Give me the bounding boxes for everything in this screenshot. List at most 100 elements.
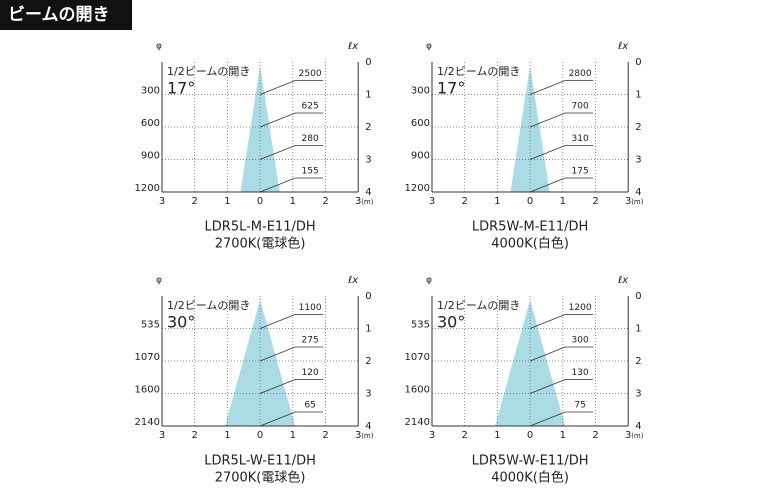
x-label: 2: [592, 196, 598, 207]
distance-label: 4: [635, 421, 641, 432]
model: LDR5W-W-E11/DH: [472, 454, 589, 469]
x-label: 3: [355, 196, 361, 207]
beam-angle: 17°: [167, 79, 195, 98]
lux-value: 120: [302, 368, 319, 378]
color-temp: 4000K(白色): [491, 470, 569, 486]
x-label: 0: [257, 196, 263, 207]
distance-label: 2: [365, 122, 371, 133]
x-label: 1: [290, 196, 296, 207]
distance-label: 2: [635, 122, 641, 133]
x-label: 2: [192, 430, 198, 441]
model: LDR5L-M-E11/DH: [205, 220, 316, 235]
leader: [259, 80, 324, 95]
distance-label: 0: [365, 291, 371, 302]
lux-value: 75: [574, 401, 585, 411]
x-label: 1: [290, 430, 296, 441]
leader: [529, 145, 594, 160]
diameter-label: 900: [411, 151, 430, 162]
x-unit: (m): [631, 198, 644, 206]
leader: [259, 379, 324, 394]
distance-label: 1: [635, 324, 641, 335]
lux-value: 300: [572, 336, 589, 346]
leader: [259, 411, 324, 427]
x-label: 3: [625, 430, 631, 441]
lux-value: 65: [304, 401, 315, 411]
x-label: 3: [625, 196, 631, 207]
x-label: 1: [224, 430, 230, 441]
model: LDR5L-W-E11/DH: [204, 454, 316, 469]
x-label: 2: [462, 196, 468, 207]
x-label: 3: [159, 196, 165, 207]
beam-label: 1/2ビームの開き: [167, 299, 250, 312]
color-temp: 4000K(白色): [491, 236, 569, 252]
distance-label: 4: [635, 187, 641, 198]
x-label: 2: [592, 430, 598, 441]
beam-label: 1/2ビームの開き: [167, 65, 250, 78]
leader: [259, 145, 324, 160]
diameter-label: 900: [141, 151, 160, 162]
leader: [529, 177, 594, 193]
x-label: 3: [159, 430, 165, 441]
distance-label: 4: [365, 421, 371, 432]
lux-value: 280: [302, 134, 319, 144]
beam-angle: 30°: [437, 313, 465, 332]
diameter-label: 300: [411, 86, 430, 97]
lux-value: 625: [302, 102, 319, 112]
x-label: 1: [494, 196, 500, 207]
color-temp: 2700K(電球色): [215, 236, 306, 252]
beam-angle: 17°: [437, 79, 465, 98]
leader: [529, 346, 594, 362]
x-label: 1: [494, 430, 500, 441]
x-label: 3: [355, 430, 361, 441]
distance-label: 0: [365, 57, 371, 68]
lux-value: 700: [572, 102, 589, 112]
lux-unit: ℓx: [618, 41, 628, 52]
distance-label: 0: [635, 291, 641, 302]
leader: [259, 112, 324, 128]
diameter-label: 1070: [135, 352, 160, 363]
lux-value: 2800: [569, 69, 592, 79]
distance-label: 1: [635, 90, 641, 101]
diameter-label: 2140: [135, 417, 160, 428]
diameter-label: 600: [411, 118, 430, 129]
x-label: 1: [560, 196, 566, 207]
lux-unit: ℓx: [348, 275, 358, 286]
diameter-unit: φ: [156, 42, 162, 52]
distance-label: 0: [635, 57, 641, 68]
color-temp: 2700K(電球色): [215, 470, 306, 486]
lux-value: 175: [572, 167, 589, 177]
lux-value: 275: [302, 336, 319, 346]
x-unit: (m): [361, 198, 374, 206]
x-label: 2: [322, 196, 328, 207]
title-box: [0, 0, 132, 30]
lux-value: 130: [572, 368, 589, 378]
diameter-label: 1200: [135, 183, 160, 194]
leader: [529, 379, 594, 394]
distance-label: 2: [635, 356, 641, 367]
diameter-label: 2140: [405, 417, 430, 428]
diameter-label: 600: [141, 118, 160, 129]
distance-label: 2: [365, 356, 371, 367]
distance-label: 3: [635, 389, 641, 400]
diameter-label: 300: [141, 86, 160, 97]
x-label: 3: [429, 430, 435, 441]
distance-label: 1: [365, 90, 371, 101]
lux-value: 310: [572, 134, 589, 144]
diameter-unit: φ: [426, 42, 432, 52]
x-label: 1: [560, 430, 566, 441]
distance-label: 3: [635, 155, 641, 166]
diameter-unit: φ: [426, 276, 432, 286]
diameter-unit: φ: [156, 276, 162, 286]
x-label: 2: [462, 430, 468, 441]
x-label: 2: [192, 196, 198, 207]
leader: [529, 314, 594, 329]
x-unit: (m): [631, 432, 644, 440]
lux-value: 1100: [299, 303, 322, 313]
x-label: 1: [224, 196, 230, 207]
x-label: 0: [527, 196, 533, 207]
beam-angle: 30°: [167, 313, 195, 332]
x-label: 0: [257, 430, 263, 441]
lux-unit: ℓx: [618, 275, 628, 286]
leader: [529, 80, 594, 95]
